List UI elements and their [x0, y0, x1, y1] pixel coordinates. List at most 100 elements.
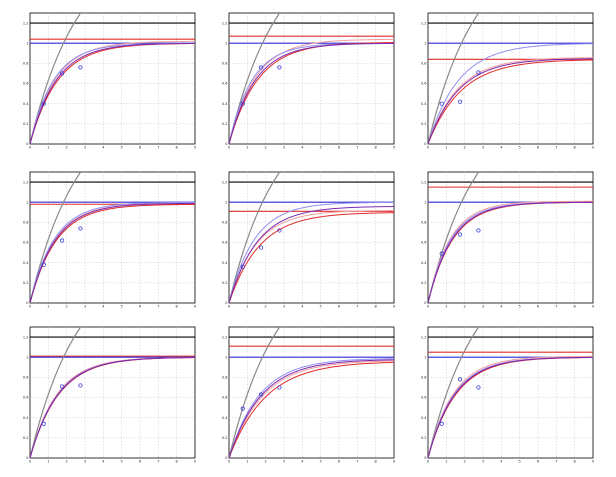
- y-tick-label: 0.2: [421, 281, 427, 285]
- y-tick-label: 0.8: [222, 62, 228, 66]
- y-tick-label: 1.2: [222, 21, 228, 25]
- grid: [229, 13, 394, 144]
- fit-curve: [30, 42, 195, 144]
- y-tick-label: 0.4: [222, 261, 228, 265]
- x-tick-label: 7: [356, 305, 358, 309]
- chart-panel-6: 0 1 2 3 4 5 6 7 8 9 0 0.2 0.4 0.6 0.8 1 1.2: [421, 171, 594, 309]
- x-tick-label: 6: [537, 305, 539, 309]
- x-tick-label: 5: [519, 146, 521, 150]
- y-tick-label: 0.8: [421, 376, 427, 380]
- x-tick-label: 9: [592, 460, 594, 464]
- x-tick-label: 5: [320, 305, 322, 309]
- fit-curve: [428, 356, 593, 458]
- x-tick-label: 2: [464, 305, 466, 309]
- data-point: [476, 228, 481, 233]
- plot-area: [427, 326, 594, 459]
- x-tick-label: 6: [537, 146, 539, 150]
- x-tick-label: 8: [375, 305, 377, 309]
- x-tick-label: 2: [66, 305, 68, 309]
- fit-curve: [229, 210, 394, 303]
- y-tick-label: 0.8: [23, 62, 29, 66]
- data-point: [277, 385, 282, 390]
- y-tick-label: 1.2: [222, 335, 228, 339]
- plot-area: [228, 12, 395, 145]
- y-tick-label: 0: [26, 301, 28, 305]
- fit-curve: [428, 58, 593, 144]
- data-point: [476, 70, 481, 75]
- y-tick-label: 0.6: [222, 396, 228, 400]
- x-tick-label: 2: [265, 305, 267, 309]
- x-tick-label: 9: [194, 460, 196, 464]
- x-tick-label: 7: [356, 460, 358, 464]
- x-tick-label: 9: [393, 460, 395, 464]
- x-tick-label: 8: [574, 146, 576, 150]
- x-tick-label: 0: [427, 146, 429, 150]
- y-tick-label: 0.8: [421, 62, 427, 66]
- data-point: [78, 383, 83, 388]
- x-tick-label: 6: [338, 146, 340, 150]
- y-tick-label: 1: [225, 355, 227, 359]
- chart-panel-8: 0 1 2 3 4 5 6 7 8 9 0 0.2 0.4 0.6 0.8 1 1.2: [222, 326, 395, 464]
- y-tick-label: 1.2: [421, 180, 427, 184]
- data-point: [457, 232, 463, 237]
- fit-curve: [229, 361, 394, 458]
- x-tick-label: 1: [47, 305, 49, 309]
- fit-curve: [428, 200, 593, 303]
- x-tick-label: 1: [47, 460, 49, 464]
- x-tick-label: 3: [283, 460, 285, 464]
- y-tick-label: 0.8: [222, 376, 228, 380]
- y-tick-label: 1: [424, 355, 426, 359]
- y-tick-label: 0.4: [222, 416, 228, 420]
- x-tick-label: 5: [121, 146, 123, 150]
- chart-panel-9: 0 1 2 3 4 5 6 7 8 9 0 0.2 0.4 0.6 0.8 1 1.2: [421, 326, 594, 464]
- chart-panel-3: 0 1 2 3 4 5 6 7 8 9 0 0.2 0.4 0.6 0.8 1 1.2: [421, 12, 594, 150]
- y-tick-label: 0.6: [421, 396, 427, 400]
- y-tick-label: 0.6: [421, 241, 427, 245]
- data-point: [258, 65, 264, 70]
- y-tick-label: 0.6: [23, 241, 29, 245]
- x-tick-label: 4: [102, 305, 105, 309]
- plot-area: [427, 12, 594, 145]
- y-tick-label: 0.6: [421, 82, 427, 86]
- data-point: [277, 228, 282, 233]
- x-tick-label: 0: [228, 146, 230, 150]
- data-point: [439, 421, 444, 426]
- plot-content: [30, 327, 195, 458]
- x-tick-label: 0: [29, 305, 31, 309]
- y-tick-label: 0.6: [23, 82, 29, 86]
- x-tick-label: 6: [338, 460, 340, 464]
- y-tick-label: 1.2: [421, 21, 427, 25]
- y-tick-label: 0.8: [222, 221, 228, 225]
- x-tick-label: 3: [482, 146, 484, 150]
- x-tick-label: 7: [157, 146, 159, 150]
- plot-area: [228, 171, 395, 304]
- x-tick-label: 0: [427, 305, 429, 309]
- fit-curve: [229, 38, 394, 144]
- data-point: [41, 101, 46, 106]
- y-tick-label: 1.2: [421, 335, 427, 339]
- x-tick-label: 3: [283, 146, 285, 150]
- fit-curve: [428, 355, 593, 458]
- x-tick-label: 0: [228, 460, 230, 464]
- y-tick-label: 0.4: [222, 102, 228, 106]
- x-tick-label: 1: [246, 146, 248, 150]
- y-tick-label: 0.2: [23, 122, 29, 126]
- data-point: [78, 65, 83, 70]
- y-tick-label: 1: [26, 200, 28, 204]
- x-tick-label: 1: [445, 460, 447, 464]
- data-point: [258, 392, 264, 397]
- x-tick-label: 5: [519, 460, 521, 464]
- grid: [428, 172, 593, 303]
- x-tick-label: 1: [445, 305, 447, 309]
- x-tick-label: 8: [176, 146, 178, 150]
- fit-curve: [229, 358, 394, 458]
- x-tick-label: 0: [427, 460, 429, 464]
- y-tick-label: 0.8: [23, 376, 29, 380]
- x-tick-label: 2: [66, 460, 68, 464]
- fit-curve: [229, 172, 281, 303]
- x-tick-label: 3: [84, 146, 86, 150]
- plot-content: [229, 172, 394, 303]
- y-tick-label: 0: [26, 142, 28, 146]
- y-tick-label: 0: [424, 142, 426, 146]
- fit-curve: [428, 43, 593, 144]
